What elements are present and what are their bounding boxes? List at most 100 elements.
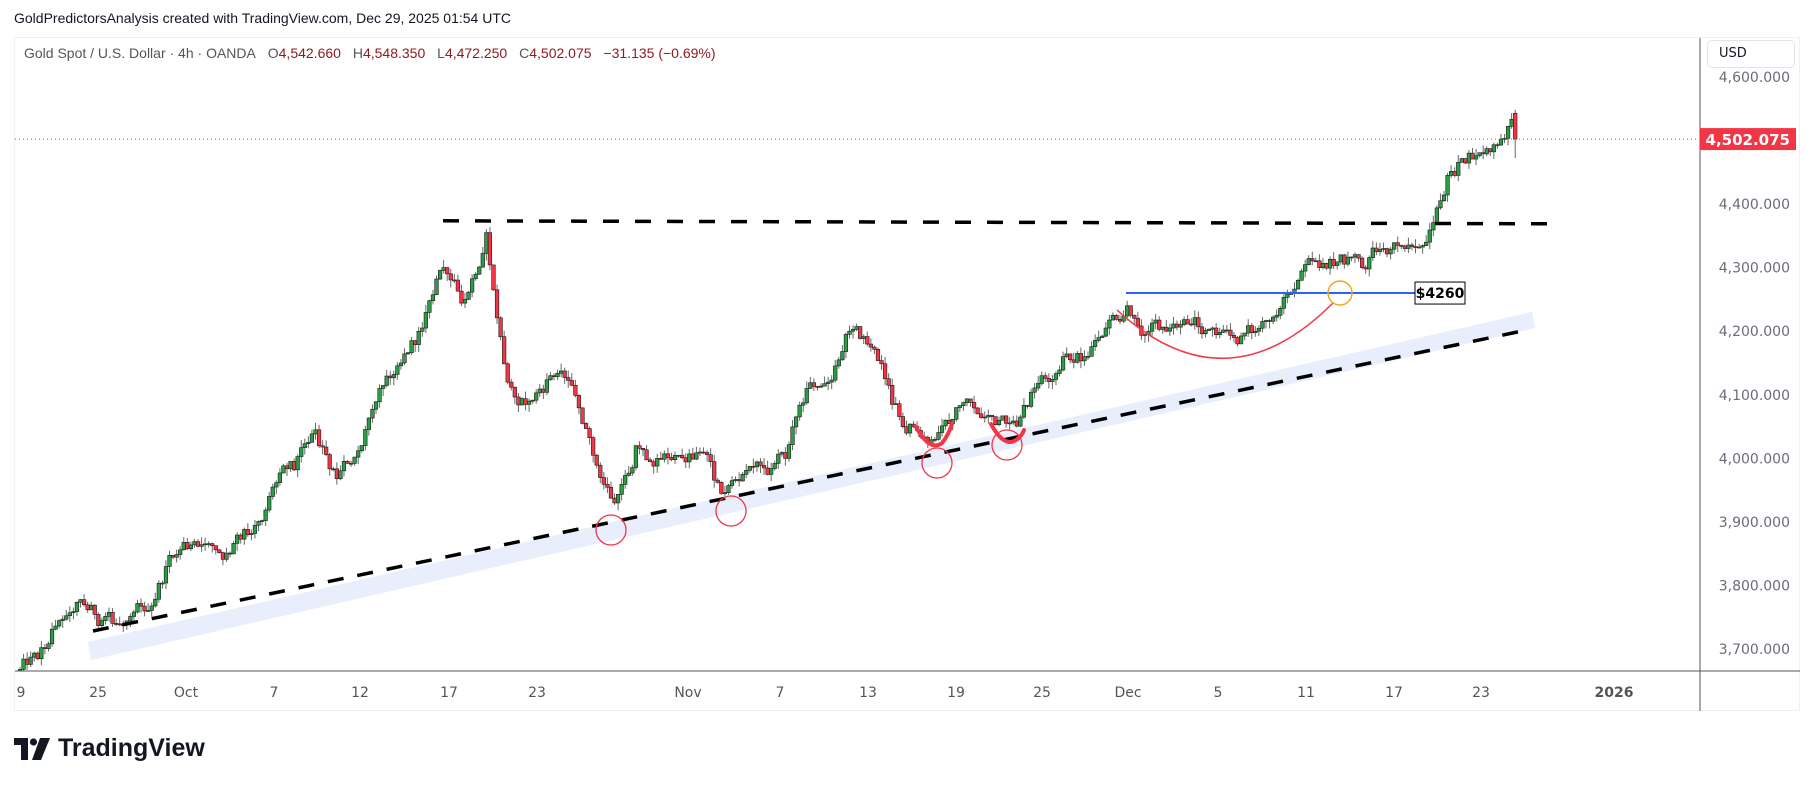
candle-down <box>142 605 147 612</box>
candle-up <box>402 353 407 364</box>
candle-down <box>210 543 215 546</box>
candle-up <box>1089 346 1094 357</box>
change-value: −31.135 (−0.69%) <box>603 45 716 61</box>
candle-up <box>174 554 179 558</box>
candle-down <box>25 658 30 665</box>
candle-up <box>936 432 941 440</box>
candle-down <box>1231 335 1237 338</box>
candle-up <box>441 267 446 271</box>
candle-down <box>658 458 663 460</box>
candle-up <box>797 404 802 418</box>
candle-up <box>1110 315 1116 321</box>
candle-down <box>815 386 820 388</box>
candle-up <box>178 549 183 555</box>
resistance-line <box>442 219 1549 226</box>
candle-down <box>1228 329 1233 336</box>
candle-up <box>1000 415 1005 421</box>
candle-up <box>1217 332 1222 336</box>
candle-up <box>754 461 760 468</box>
candle-down <box>1135 317 1140 327</box>
candle-up <box>270 486 275 497</box>
candle-up <box>437 270 443 280</box>
candle-down <box>331 468 336 471</box>
candle-up <box>149 605 154 611</box>
candle-down <box>1374 247 1379 252</box>
candle-down <box>1342 254 1347 265</box>
candle-up <box>939 425 945 433</box>
candle-up <box>252 524 258 534</box>
candle-up <box>1299 270 1304 281</box>
candle-down <box>989 414 994 417</box>
candle-up <box>477 266 482 275</box>
candle-down <box>701 451 706 454</box>
candle-down <box>1495 144 1500 147</box>
candle-up <box>203 543 208 546</box>
candle-up <box>1295 280 1301 290</box>
candle-up <box>395 365 400 375</box>
candle-up <box>1466 152 1472 164</box>
currency-button[interactable]: USD <box>1707 40 1795 68</box>
candle-up <box>790 426 795 445</box>
trendline-touch-circle <box>921 447 953 479</box>
candle-up <box>64 615 69 620</box>
candle-up <box>206 543 211 545</box>
tradingview-logo[interactable]: TradingView <box>14 734 205 763</box>
time-tick: 23 <box>1472 685 1490 701</box>
candle-up <box>1028 391 1034 407</box>
candle-up <box>1271 316 1276 322</box>
candle-down <box>110 611 115 624</box>
candle-down <box>1046 378 1051 382</box>
candle-up <box>722 492 727 494</box>
candle-up <box>1018 416 1023 427</box>
candle-up <box>470 278 475 293</box>
candle-up <box>861 336 866 339</box>
candle-down <box>868 343 873 348</box>
current-price-badge <box>1700 128 1796 151</box>
candle-down <box>783 452 788 459</box>
candle-down <box>704 452 710 456</box>
time-tick: 23 <box>528 685 546 701</box>
candle-down <box>1196 317 1201 328</box>
candle-down <box>1324 263 1329 269</box>
candle-up <box>192 541 197 546</box>
candle-down <box>669 457 674 461</box>
candle-down <box>85 604 90 611</box>
candle-down <box>1267 320 1272 322</box>
time-tick: 7 <box>270 685 279 701</box>
candle-up <box>954 407 959 420</box>
candle-up <box>49 628 55 645</box>
candle-up <box>829 379 834 383</box>
candle-up <box>1274 314 1279 318</box>
candle-up <box>1149 322 1155 332</box>
candle-down <box>1402 245 1407 249</box>
candle-down <box>765 467 770 475</box>
candle-down <box>227 552 233 555</box>
bounce-mark <box>989 422 1026 444</box>
candle-down <box>975 407 980 415</box>
candle-up <box>1509 118 1514 127</box>
candle-up <box>630 467 635 474</box>
time-tick: 12 <box>351 685 369 701</box>
candle-down <box>1185 319 1190 325</box>
candle-up <box>1473 155 1479 160</box>
candle-down <box>195 541 201 547</box>
candle-up <box>836 359 841 367</box>
candle-down <box>979 413 984 418</box>
candle-up <box>249 533 254 535</box>
candle-down <box>348 462 354 465</box>
candle-up <box>1039 375 1044 384</box>
candle-up <box>199 544 204 547</box>
candle-up <box>32 652 37 658</box>
candle-up <box>1285 293 1290 298</box>
candle-up <box>256 521 261 526</box>
candle-down <box>455 279 460 292</box>
high-label: H <box>352 45 363 61</box>
candle-down <box>551 375 557 378</box>
candle-up <box>1096 337 1101 341</box>
close-label: C <box>519 45 530 61</box>
candle-down <box>238 534 243 540</box>
candle-up <box>1278 308 1283 316</box>
candle-up <box>932 439 938 441</box>
candle-up <box>1142 334 1148 336</box>
